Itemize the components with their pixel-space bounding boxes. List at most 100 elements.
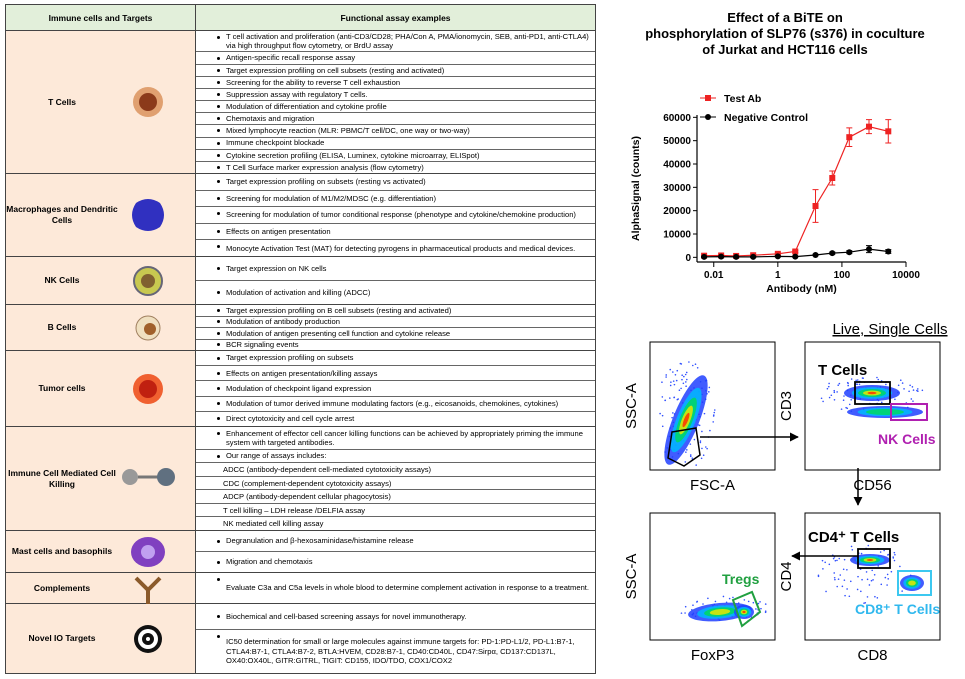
assay-item: Target expression profiling on subsets (… (196, 174, 595, 191)
category-name: NK Cells (44, 275, 80, 285)
event-dot (839, 574, 842, 576)
table-row: Mast cells and basophils Degranulation an… (6, 531, 595, 573)
event-dot (899, 565, 901, 568)
plot-frame (804, 341, 941, 471)
event-dot (833, 576, 836, 579)
event-dot (856, 383, 859, 386)
y-tick-label: 60000 (663, 113, 691, 124)
event-dot (893, 551, 896, 554)
cell-icon (133, 87, 163, 117)
data-point (792, 253, 799, 260)
event-dot (865, 571, 868, 573)
event-dot (828, 396, 831, 399)
cell-icon (133, 373, 163, 404)
data-point (846, 249, 853, 256)
assay-item: Our range of assays includes: (196, 450, 595, 464)
icon (139, 379, 157, 398)
density (908, 580, 916, 586)
event-dot (872, 579, 874, 581)
event-dot (705, 446, 707, 448)
icon (157, 467, 175, 486)
cell-icon (132, 199, 164, 231)
event-dot (707, 597, 709, 600)
assay-subitem: NK mediated cell killing assay (223, 519, 324, 529)
x-tick-label: 0.01 (704, 270, 724, 281)
flow-cytometry: FSC-A SSC-A CD56 CD3 CD8 CD4 FoxP3 SSC-A Live, S… (623, 321, 948, 664)
event-dot (833, 391, 836, 394)
event-dot (661, 414, 664, 417)
x-axis-label: Antibody (nM) (766, 283, 837, 295)
event-dot (850, 545, 853, 548)
assay-list: Enhancement of effector cell cancer kill… (196, 427, 595, 530)
event-dot (661, 425, 664, 428)
event-dot (894, 553, 896, 556)
event-dot (833, 572, 836, 574)
event-dot (760, 607, 762, 610)
assay-subitem: CDC (complement-dependent cytotoxicity a… (196, 477, 595, 491)
event-dot (698, 424, 701, 427)
event-dot (713, 409, 716, 411)
flow-title: Live, Single Cells (832, 321, 947, 338)
event-dot (712, 421, 715, 423)
y-tick-label: 0 (685, 253, 691, 264)
event-dot (908, 390, 910, 393)
event-dot (821, 559, 824, 562)
gate-label: CD4⁺ T Cells (808, 529, 899, 546)
table-row: B Cells Target expression profiling on B … (6, 305, 595, 351)
event-dot (825, 590, 827, 593)
assay-list: Biochemical and cell-based screening ass… (196, 604, 595, 673)
event-dot (672, 371, 674, 373)
event-dot (673, 396, 676, 399)
assay-item: Effects on antigen presentation/killing … (196, 366, 595, 382)
header-cell: Immune cells and Targets (6, 5, 196, 30)
event-dot (661, 381, 663, 384)
x-axis-label: FoxP3 (691, 647, 734, 664)
assay-item: Screening for modulation of M1/M2/MDSC (… (196, 191, 595, 208)
assay-table: Immune cells and Targets Functional assa… (5, 4, 596, 674)
density (866, 559, 874, 561)
density (742, 610, 746, 614)
category-name: T Cells (48, 96, 76, 107)
chart-title: phosphorylation of SLP76 (s376) in cocul… (645, 26, 925, 41)
table-row: Tumor cells Target expression profiling o… (6, 351, 595, 427)
icon (141, 273, 155, 288)
event-dot (892, 557, 895, 559)
event-dot (833, 389, 836, 392)
assay-item: Target expression profiling on B cell su… (196, 305, 595, 317)
icon (146, 636, 150, 641)
event-dot (842, 568, 845, 571)
event-dot (836, 559, 838, 562)
assay-subitem: T cell killing – LDH release /DELFIA ass… (196, 504, 595, 518)
event-dot (679, 362, 682, 365)
event-dot (701, 447, 703, 450)
assay-subitem: ADCP (antibody-dependent cellular phagoc… (196, 490, 595, 504)
event-dot (841, 585, 844, 588)
assay-item: Monocyte Activation Test (MAT) for detec… (196, 240, 595, 256)
gate (667, 427, 701, 467)
data-point (865, 246, 872, 253)
assay-subitem: ADCC (antibody-dependent cell-mediated c… (196, 463, 595, 477)
event-dot (669, 397, 671, 399)
category-cell: T Cells (6, 31, 196, 173)
event-dot (903, 388, 905, 390)
assay-list: Degranulation and β-hexosaminidase/hista… (196, 531, 595, 572)
assay-item: Direct cytotoxicity and cell cycle arres… (196, 412, 595, 426)
x-axis-label: CD56 (853, 477, 891, 494)
event-dot (876, 597, 879, 599)
event-dot (890, 570, 893, 573)
event-dot (669, 368, 672, 371)
event-dot (843, 558, 846, 561)
icon (139, 93, 157, 111)
icon (144, 322, 156, 335)
density (709, 608, 731, 616)
event-dot (834, 578, 836, 581)
event-dot (722, 595, 725, 598)
category-name: B Cells (47, 322, 77, 332)
gate-label: NK Cells (878, 431, 936, 447)
assay-list: T cell activation and proliferation (ant… (196, 31, 595, 173)
event-dot (822, 400, 824, 403)
event-dot (696, 601, 698, 603)
assay-item: Mixed lymphocyte reaction (MLR: PBMC/T c… (196, 125, 595, 138)
gate-label: Tregs (722, 571, 760, 587)
event-dot (676, 369, 679, 372)
